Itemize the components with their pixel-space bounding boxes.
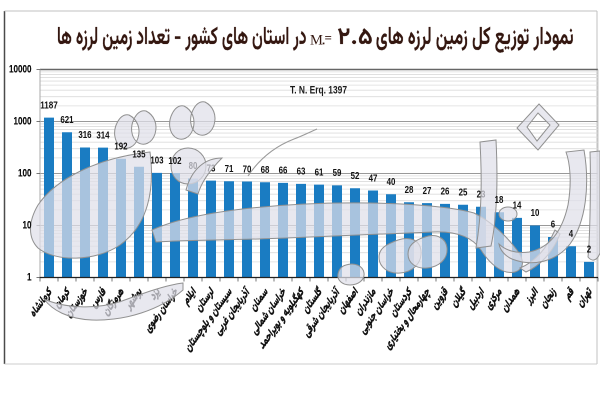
svg-text:10: 10 [23, 220, 32, 232]
svg-text:135: 135 [132, 148, 145, 160]
svg-text:26: 26 [441, 186, 450, 198]
svg-text:1000: 1000 [14, 116, 32, 128]
svg-text:61: 61 [315, 166, 324, 178]
svg-text:103: 103 [150, 155, 163, 167]
svg-text:1: 1 [27, 272, 32, 284]
svg-text:100: 100 [18, 168, 32, 180]
svg-text:70: 70 [243, 163, 252, 175]
svg-text:T. N. Erq. 1397: T. N. Erq. 1397 [290, 85, 347, 97]
svg-text:25: 25 [459, 187, 468, 199]
svg-text:47: 47 [369, 172, 378, 184]
svg-text:M: M [310, 32, 323, 48]
svg-text:71: 71 [225, 163, 234, 175]
svg-text:100: 100 [18, 168, 32, 180]
svg-text:102: 102 [168, 155, 181, 167]
svg-text:68: 68 [261, 164, 270, 176]
svg-text:52: 52 [351, 170, 360, 182]
svg-text:40: 40 [387, 176, 396, 188]
svg-text:316: 316 [78, 129, 91, 141]
svg-text:1187: 1187 [40, 99, 58, 111]
svg-text:4: 4 [569, 228, 574, 240]
svg-text:1: 1 [27, 272, 32, 284]
svg-text:18: 18 [495, 194, 504, 206]
svg-text:6: 6 [551, 219, 556, 231]
svg-text:27: 27 [423, 185, 432, 197]
svg-text:28: 28 [405, 184, 414, 196]
svg-text:63: 63 [297, 166, 306, 178]
svg-text:59: 59 [333, 167, 342, 179]
svg-text:192: 192 [114, 140, 127, 152]
svg-text:10: 10 [23, 220, 32, 232]
svg-text:314: 314 [96, 129, 109, 141]
svg-text:=: = [325, 30, 332, 45]
svg-text:621: 621 [60, 114, 73, 126]
svg-text:10: 10 [531, 207, 540, 219]
svg-text:66: 66 [279, 165, 288, 177]
svg-text:10000: 10000 [9, 64, 32, 76]
svg-text:2: 2 [587, 244, 592, 256]
svg-text:1000: 1000 [14, 116, 32, 128]
svg-text:14: 14 [513, 200, 522, 212]
svg-text:10000: 10000 [9, 64, 32, 76]
